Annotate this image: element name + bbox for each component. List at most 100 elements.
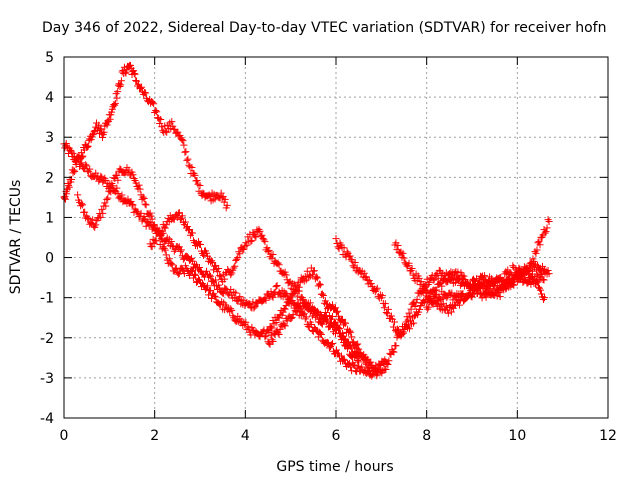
data-point	[537, 266, 545, 274]
data-point	[346, 327, 354, 335]
data-point	[180, 141, 188, 149]
data-point	[411, 302, 419, 310]
data-point	[413, 295, 421, 303]
data-point	[183, 253, 191, 261]
data-point	[174, 270, 182, 278]
data-point	[537, 286, 545, 294]
data-point	[262, 332, 270, 340]
data-point	[313, 274, 321, 282]
data-point	[408, 264, 416, 272]
data-point	[282, 271, 290, 279]
data-point	[110, 100, 118, 108]
data-point	[168, 261, 176, 269]
data-point	[478, 294, 486, 302]
data-point	[118, 191, 126, 199]
data-point	[78, 153, 86, 161]
data-point	[252, 233, 260, 241]
data-point	[405, 309, 413, 317]
data-point	[354, 357, 362, 365]
data-point	[153, 108, 161, 116]
data-point	[319, 317, 327, 325]
data-point	[461, 276, 469, 284]
data-point	[135, 181, 143, 189]
data-point	[536, 241, 544, 249]
data-point	[116, 82, 124, 90]
data-point	[139, 193, 147, 201]
data-point	[230, 264, 238, 272]
data-point	[106, 115, 114, 123]
data-point	[515, 264, 523, 272]
data-point	[185, 271, 193, 279]
data-point	[95, 121, 103, 129]
data-point	[268, 324, 276, 332]
data-point	[190, 270, 198, 278]
data-point	[85, 215, 93, 223]
data-point	[442, 302, 450, 310]
data-point	[331, 330, 339, 338]
data-point	[392, 342, 400, 350]
data-point	[333, 346, 341, 354]
data-point	[193, 177, 201, 185]
data-point	[181, 218, 189, 226]
data-point	[267, 288, 275, 296]
data-point	[102, 202, 110, 210]
data-point	[89, 216, 97, 224]
data-point	[360, 351, 368, 359]
data-point	[285, 279, 293, 287]
data-point	[481, 272, 489, 280]
data-point	[317, 331, 325, 339]
data-point	[535, 284, 543, 292]
data-point	[308, 271, 316, 279]
data-point	[161, 224, 169, 232]
data-point	[130, 69, 138, 77]
data-point	[409, 271, 417, 279]
data-point	[286, 297, 294, 305]
data-point	[148, 215, 156, 223]
data-point	[368, 362, 376, 370]
data-point	[473, 288, 481, 296]
data-point	[206, 271, 214, 279]
data-point	[202, 286, 210, 294]
data-point	[256, 227, 264, 235]
data-point	[138, 83, 146, 91]
data-point	[127, 197, 135, 205]
data-point	[533, 278, 541, 286]
data-point	[362, 273, 370, 281]
data-point	[206, 193, 214, 201]
data-point	[99, 134, 107, 142]
data-point	[371, 365, 379, 373]
x-tick-label: 10	[508, 428, 526, 444]
data-point	[265, 339, 273, 347]
data-point	[117, 81, 125, 89]
x-tick-label: 2	[150, 428, 159, 444]
data-point	[530, 258, 538, 266]
data-point	[423, 286, 431, 294]
data-point	[266, 340, 274, 348]
data-point	[303, 267, 311, 275]
data-point	[182, 148, 190, 156]
data-point	[347, 328, 355, 336]
data-point	[473, 275, 481, 283]
data-point	[97, 172, 105, 180]
data-point	[274, 329, 282, 337]
data-point	[236, 250, 244, 258]
data-point	[527, 259, 535, 267]
data-point	[204, 282, 212, 290]
data-point	[168, 118, 176, 126]
data-point	[501, 283, 509, 291]
data-point	[196, 181, 204, 189]
data-point	[528, 270, 536, 278]
data-point	[327, 319, 335, 327]
data-point	[261, 238, 269, 246]
data-point	[400, 254, 408, 262]
data-point	[269, 337, 277, 345]
y-axis-label: SDTVAR / TECUs	[8, 180, 24, 295]
data-point	[218, 194, 226, 202]
data-point	[136, 185, 144, 193]
data-point	[142, 222, 150, 230]
data-point	[152, 237, 160, 245]
data-point	[129, 171, 137, 179]
data-point	[362, 359, 370, 367]
data-point	[129, 201, 137, 209]
